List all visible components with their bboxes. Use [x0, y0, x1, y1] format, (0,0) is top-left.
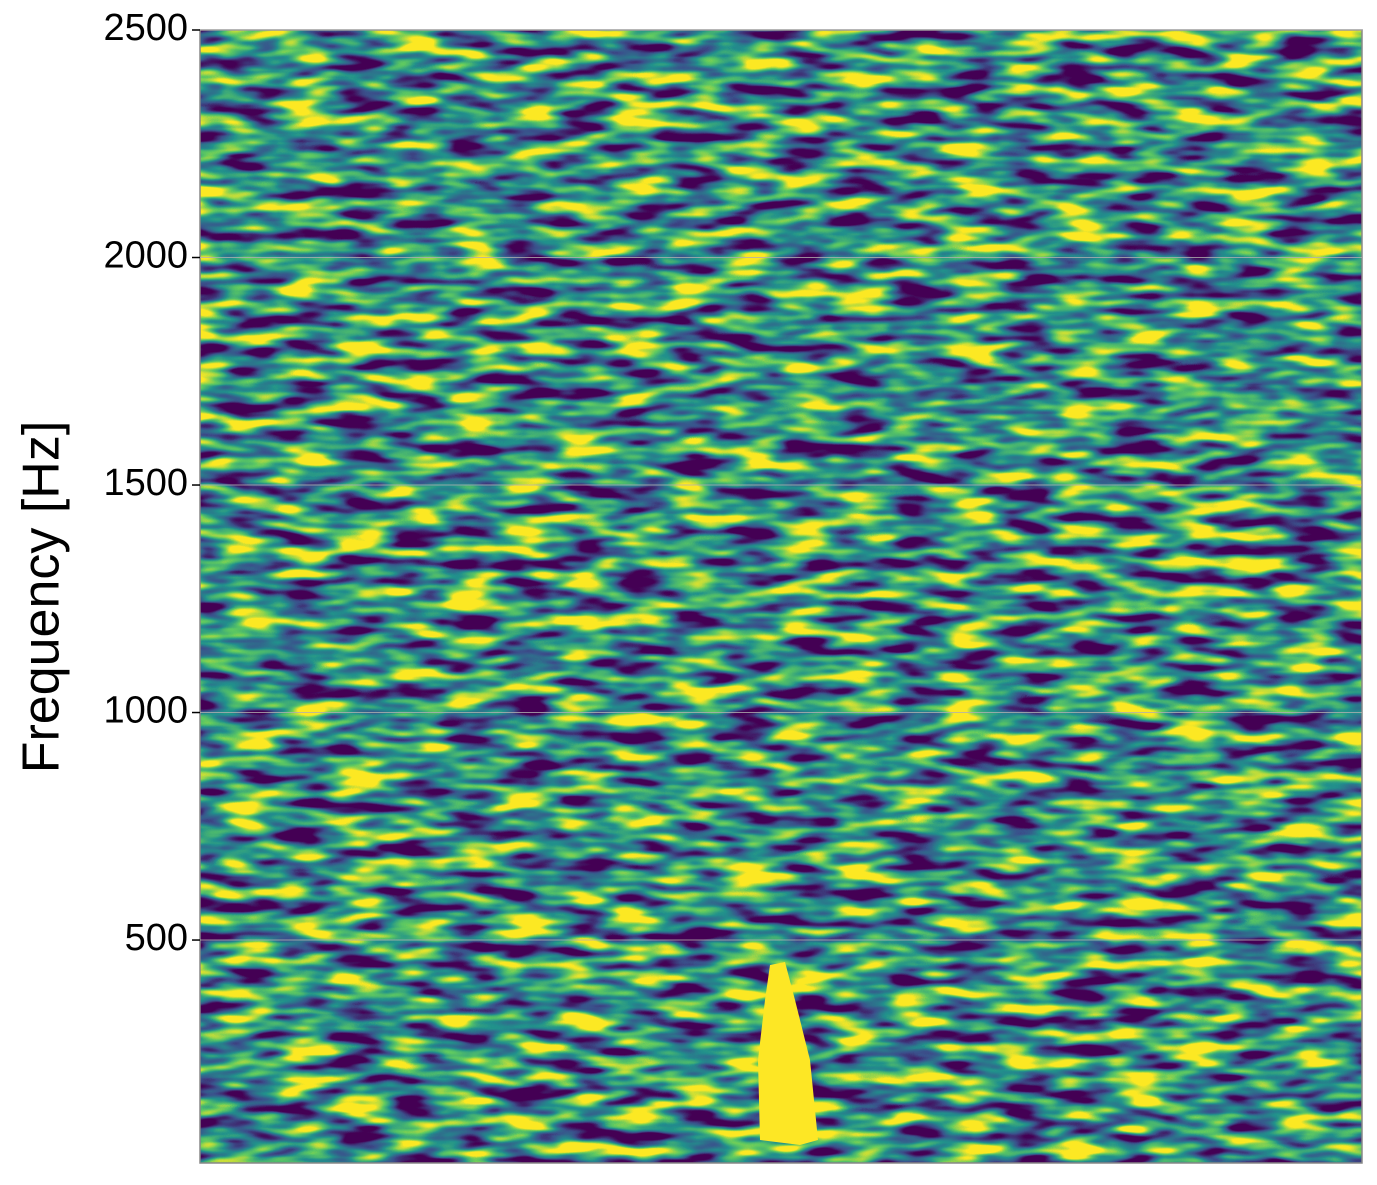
y-tick-label: 2000	[103, 235, 188, 277]
signal-feature	[758, 962, 818, 1145]
y-tick-label: 500	[125, 917, 188, 959]
y-tick-label: 2500	[103, 7, 188, 49]
y-axis-label: Frequency [Hz]	[13, 421, 71, 774]
y-tick-label: 1500	[103, 462, 188, 504]
y-tick-label: 1000	[103, 690, 188, 732]
